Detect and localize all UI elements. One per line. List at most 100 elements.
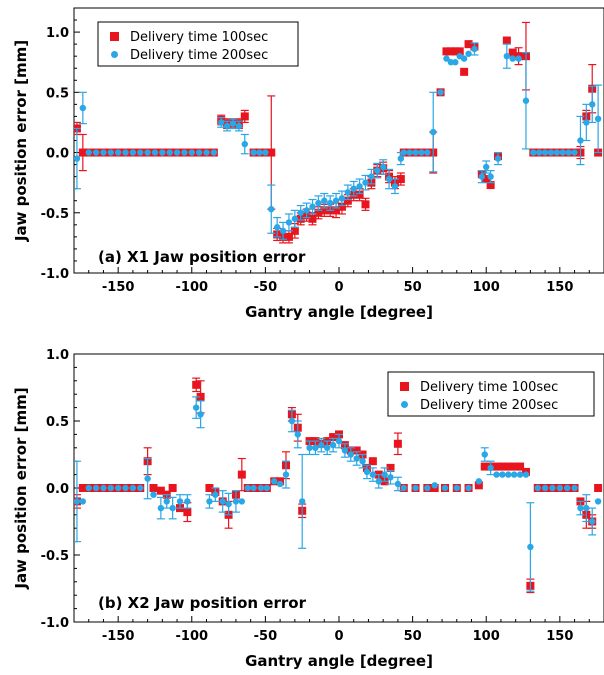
panel-a-data-point bbox=[559, 149, 566, 156]
panel-b-legend-box bbox=[387, 371, 595, 417]
panel-a-data-point bbox=[455, 47, 464, 56]
panel-b-data-point bbox=[589, 518, 596, 525]
panel-a-data-point bbox=[326, 199, 334, 207]
panel-b-data-point bbox=[431, 482, 438, 489]
panel-b-series-200sec bbox=[74, 396, 602, 592]
panel-a-x-tick-label: -100 bbox=[176, 280, 209, 295]
panel-b-data-point bbox=[510, 471, 518, 478]
panel-b-data-point bbox=[219, 498, 226, 505]
panel-b-data-point bbox=[183, 508, 192, 517]
panel-b-data-point bbox=[244, 484, 251, 492]
panel-b-data-point bbox=[341, 447, 349, 454]
panel-b-data-point bbox=[424, 484, 431, 492]
panel-a-data-point bbox=[129, 149, 137, 156]
panel-a-data-point bbox=[240, 112, 249, 121]
panel-a-data-point bbox=[589, 101, 596, 108]
panel-a-data-point bbox=[391, 183, 399, 190]
panel-a-data-point bbox=[553, 149, 561, 156]
panel-a-data-point bbox=[418, 149, 425, 156]
panel-b-data-point bbox=[347, 451, 354, 458]
panel-a-data-point bbox=[356, 183, 363, 190]
panel-a-data-point bbox=[515, 55, 522, 62]
panel-b-data-point bbox=[492, 462, 501, 471]
panel-b-data-point bbox=[238, 498, 246, 505]
panel-b-data-point bbox=[257, 484, 265, 492]
panel-a-data-point bbox=[482, 175, 491, 184]
panel-b-data-point bbox=[393, 439, 402, 448]
panel-b-data-point bbox=[353, 455, 360, 462]
panel-b-legend-marker bbox=[400, 382, 409, 391]
panel-a-data-point bbox=[321, 197, 328, 204]
panel-a-data-point bbox=[541, 149, 549, 156]
panel-a-data-point bbox=[262, 149, 269, 156]
panel-a-data-point bbox=[78, 148, 87, 157]
panel-b-data-point bbox=[493, 471, 500, 478]
panel-b-data-point bbox=[144, 475, 151, 482]
panel-a-data-point bbox=[308, 214, 317, 223]
panel-a-data-point bbox=[100, 149, 107, 156]
panel-a-data-point bbox=[374, 167, 381, 174]
panel-b-data-point bbox=[534, 484, 541, 492]
panel-b-data-point bbox=[481, 451, 488, 458]
panel-a-data-point bbox=[320, 206, 329, 215]
panel-a-data-point bbox=[229, 120, 237, 127]
panel-b-data-point bbox=[107, 484, 115, 492]
panel-a-data-point bbox=[350, 185, 357, 192]
panel-a-data-point bbox=[465, 50, 472, 57]
panel-a-x-tick-label: 50 bbox=[404, 280, 422, 295]
panel-a-data-point bbox=[137, 149, 144, 156]
panel-a-x1-jaw-error-chart: -150 -100 -50 0 50 100 150 -1.0 -0.5 0.0 0.5 1.0 D… bbox=[12, 7, 604, 321]
panel-a-data-point bbox=[268, 205, 275, 213]
panel-b-data-point bbox=[522, 471, 530, 478]
panel-b-data-point bbox=[129, 484, 137, 492]
panel-b-x-axis-title: Gantry angle [degree] bbox=[245, 652, 433, 670]
panel-a-data-point bbox=[424, 149, 431, 156]
panel-a-x-ticks: -150 -100 -50 0 50 100 150 bbox=[73, 267, 604, 295]
panel-b-data-point bbox=[237, 470, 246, 479]
panel-b-data-point bbox=[163, 498, 170, 505]
panel-a-data-point bbox=[218, 119, 225, 126]
panel-b-y-tick-label: 1.0 bbox=[46, 348, 69, 363]
panel-a-data-point bbox=[303, 207, 310, 214]
panel-b-data-point bbox=[196, 392, 205, 401]
panel-a-data-point bbox=[577, 137, 584, 144]
panel-a-x-tick-label: 150 bbox=[546, 280, 573, 295]
panel-b-data-point bbox=[225, 500, 232, 508]
panel-b-data-point bbox=[137, 484, 144, 492]
panel-b-x-tick-label: 150 bbox=[546, 629, 573, 644]
panel-b-data-point bbox=[510, 462, 519, 471]
panel-b-legend-label: Delivery time 100sec bbox=[420, 380, 558, 395]
panel-a-data-point bbox=[166, 149, 173, 156]
panel-b-data-point bbox=[263, 484, 271, 492]
panel-b-data-point bbox=[583, 504, 590, 512]
panel-a-data-point bbox=[565, 149, 572, 156]
panel-a-data-point bbox=[297, 209, 304, 216]
panel-b-x-tick-label: 50 bbox=[404, 629, 422, 644]
panel-b-data-point bbox=[156, 486, 165, 495]
panel-a-data-point bbox=[355, 190, 364, 199]
panel-a-series-200sec bbox=[74, 42, 603, 240]
panel-b-data-point bbox=[386, 463, 395, 472]
panel-a-data-point bbox=[460, 55, 468, 62]
panel-b-data-point bbox=[298, 498, 306, 505]
panel-a-data-point bbox=[188, 149, 195, 156]
panel-b-data-point bbox=[192, 404, 200, 411]
panel-b-data-point bbox=[78, 484, 87, 492]
panel-a-data-point bbox=[362, 179, 369, 186]
panel-b-data-point bbox=[441, 484, 449, 492]
panel-b-x-ticks: -150 -100 -50 0 50 100 150 bbox=[73, 616, 604, 644]
panel-b-data-point bbox=[498, 462, 507, 471]
panel-b-data-point bbox=[527, 543, 534, 551]
panel-a-data-point bbox=[443, 55, 450, 62]
panel-b-data-point bbox=[475, 478, 483, 485]
panel-b-data-point bbox=[412, 484, 419, 492]
panel-a-data-point bbox=[361, 200, 370, 209]
panel-a-data-point bbox=[452, 59, 459, 66]
panel-b-y-tick-label: -0.5 bbox=[41, 549, 69, 564]
panel-a-data-point bbox=[447, 59, 455, 66]
panel-b-data-point bbox=[329, 441, 337, 449]
panel-a-y-tick-label: 1.0 bbox=[46, 26, 69, 41]
panel-b-data-point bbox=[487, 464, 494, 472]
panel-b-legend-marker bbox=[401, 401, 408, 408]
